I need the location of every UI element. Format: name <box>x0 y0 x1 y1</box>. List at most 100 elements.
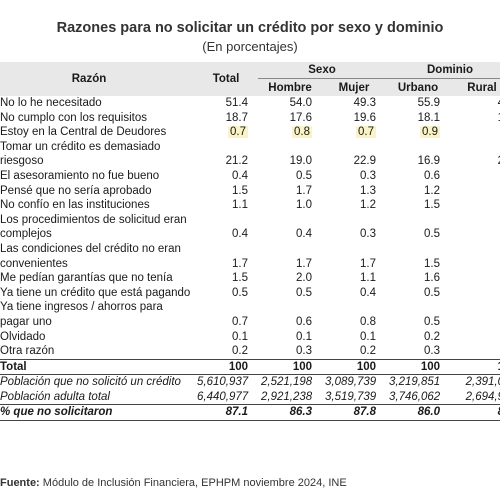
table-row: Ya tiene un crédito que está pagando 0.5 0… <box>0 286 500 301</box>
cell-value: 1.2 <box>360 199 376 212</box>
row-mujer-value: 0.3 <box>322 227 386 242</box>
pop-no-credit-mujer: 3,089,739 <box>325 376 377 389</box>
cell-value: 22.9 <box>353 155 376 168</box>
row-total-value: 0.4 <box>194 169 258 184</box>
row-hombre-value: 0.1 <box>258 330 322 345</box>
total-row: Total 100 100 100 100 1 <box>0 358 500 376</box>
cell-value: 0.2 <box>360 345 376 358</box>
row-mujer-value: 0.1 <box>322 330 386 345</box>
table-row: Las condiciones del crédito no eran <box>0 242 500 257</box>
header-hombre: Hombre <box>258 78 322 96</box>
row-mujer-value <box>322 140 386 155</box>
row-reason: Ya tiene un crédito que está pagando <box>0 286 191 299</box>
pop-adult-urbano: 3,746,062 <box>389 390 441 403</box>
cell-value: 0.5 <box>296 286 312 299</box>
cell-value: 0.4 <box>232 228 248 241</box>
row-total-value: 21.2 <box>194 154 258 169</box>
row-rural-value <box>450 286 500 301</box>
pop-adult-label: Población adulta total <box>0 390 110 403</box>
cell-value: 0.3 <box>360 228 376 241</box>
row-mujer-value <box>322 213 386 228</box>
row-reason: No confío en las instituciones <box>0 199 150 212</box>
cell-value: 0.3 <box>424 345 440 358</box>
cell-value: 4 <box>498 97 500 109</box>
cell-value: 0.3 <box>360 169 376 182</box>
row-hombre-value: 1.7 <box>258 257 322 272</box>
row-urbano-value: 0.6 <box>386 169 450 184</box>
row-total-value: 1.1 <box>194 198 258 213</box>
table-row: Pensé que no sería aprobado 1.5 1.7 1.3 1.2 <box>0 184 500 199</box>
cell-value: 19.0 <box>289 155 312 168</box>
row-rural-value: 4 <box>450 96 500 111</box>
cell-value: 19.6 <box>353 111 376 124</box>
row-total-value <box>194 213 258 228</box>
pop-adult-mujer: 3,519,739 <box>325 390 377 403</box>
row-urbano-value: 1.2 <box>386 184 450 199</box>
cell-value: 0.7 <box>228 126 248 139</box>
row-urbano-value <box>386 300 450 315</box>
pop-no-credit-hombre: 2,521,198 <box>261 376 313 389</box>
row-mujer-value: 1.3 <box>322 184 386 199</box>
row-hombre-value: 0.5 <box>258 169 322 184</box>
cell-value: 0.5 <box>232 286 248 299</box>
row-reason: pagar uno <box>0 315 52 328</box>
table-row: Los procedimientos de solicitud eran <box>0 213 500 228</box>
row-reason: Ya tiene ingresos / ahorros para <box>0 301 163 314</box>
header-urbano: Urbano <box>386 78 450 96</box>
header-reason: Razón <box>0 62 194 96</box>
row-hombre-value: 0.8 <box>258 125 322 140</box>
row-hombre-value: 1.7 <box>258 184 322 199</box>
row-mujer-value: 22.9 <box>322 154 386 169</box>
row-total-value: 0.4 <box>194 227 258 242</box>
pop-no-credit-rural: 2,391,0 <box>465 376 500 389</box>
cell-value: 0.9 <box>420 126 440 139</box>
cell-value: 1.5 <box>232 272 248 285</box>
row-total-value <box>194 300 258 315</box>
row-total-value: 1.5 <box>194 184 258 199</box>
row-mujer-value <box>322 242 386 257</box>
cell-value: 2 <box>498 155 500 167</box>
total-row-label: Total <box>0 358 194 376</box>
row-urbano-value: 55.9 <box>386 96 450 111</box>
cell-value: 1.7 <box>296 184 312 197</box>
row-urbano-value: 0.5 <box>386 286 450 301</box>
total-row-total: 100 <box>194 358 258 376</box>
row-hombre-value: 1.0 <box>258 198 322 213</box>
table-subtitle: (En porcentajes) <box>202 39 298 54</box>
cell-value: 1.2 <box>424 184 440 197</box>
row-rural-value <box>450 140 500 155</box>
pct-no-credit-mujer: 87.8 <box>322 404 386 422</box>
cell-value: 0.7 <box>356 126 376 139</box>
row-mujer-value: 0.8 <box>322 315 386 330</box>
row-reason: Tomar un crédito es demasiado <box>0 140 161 153</box>
header-mujer: Mujer <box>322 78 386 96</box>
cell-value: 0.5 <box>296 169 312 182</box>
pop-no-credit-total: 5,610,937 <box>197 376 249 389</box>
row-urbano-value: 1.5 <box>386 257 450 272</box>
row-urbano-value: 0.9 <box>386 125 450 140</box>
cell-value: 0.5 <box>424 315 440 328</box>
source-text: Módulo de Inclusión Financiera, EPHPM no… <box>42 477 347 489</box>
cell-value: 51.4 <box>225 97 248 109</box>
row-reason: Olvidado <box>0 330 46 343</box>
cell-value: 1.7 <box>296 257 312 270</box>
row-hombre-value <box>258 242 322 257</box>
row-urbano-value: 1.5 <box>386 198 450 213</box>
cell-value: 1.1 <box>360 272 376 285</box>
row-mujer-value: 0.3 <box>322 169 386 184</box>
table-row: convenientes 1.7 1.7 1.7 1.5 <box>0 257 500 272</box>
row-mujer-value: 1.1 <box>322 271 386 286</box>
row-urbano-value: 1.6 <box>386 271 450 286</box>
cell-value: 0.2 <box>232 345 248 358</box>
cell-value: 17.6 <box>289 111 312 124</box>
cell-value: 0.1 <box>360 330 376 343</box>
row-urbano-value: 16.9 <box>386 154 450 169</box>
row-total-value: 0.5 <box>194 286 258 301</box>
table-row: No lo he necesitado 51.4 54.0 49.3 55.9 4 <box>0 96 500 111</box>
cell-value: 0.4 <box>296 228 312 241</box>
pop-adult-total: 6,440,977 <box>197 390 249 403</box>
pct-no-credit-label: % que no solicitaron <box>0 404 194 422</box>
table-row: Estoy en la Central de Deudores 0.7 0.8 0.7… <box>0 125 500 140</box>
header-sexo: Sexo <box>258 62 386 79</box>
header-rural: Rural <box>450 78 500 96</box>
